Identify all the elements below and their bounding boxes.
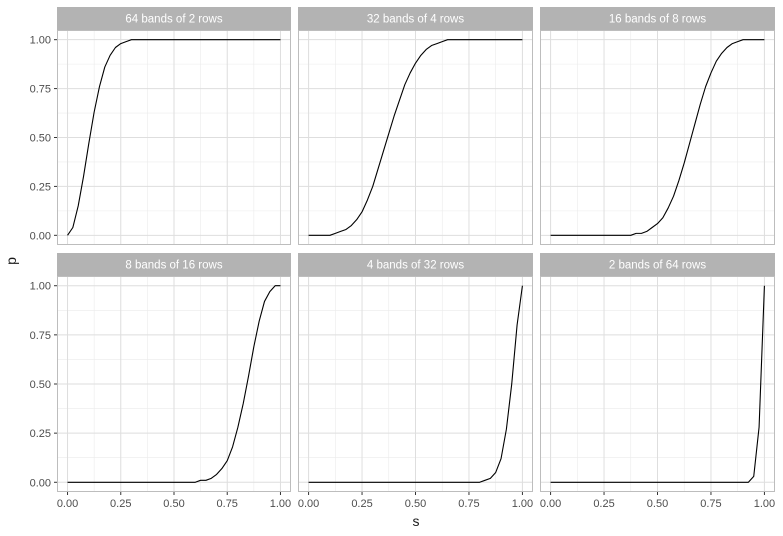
facet-panel: 32 bands of 4 rows <box>298 7 533 245</box>
x-tick-label: 0.00 <box>540 498 561 510</box>
facet-strip <box>57 7 291 30</box>
x-tick-label: 0.75 <box>217 498 238 510</box>
panel-border <box>57 30 291 245</box>
y-tick-label: 0.00 <box>30 230 51 242</box>
panel-border <box>540 276 775 492</box>
facet-strip-label: 2 bands of 64 rows <box>609 260 706 272</box>
y-tick-label: 0.25 <box>30 428 51 440</box>
facet-strip-label: 64 bands of 2 rows <box>125 14 222 26</box>
x-tick-label: 0.75 <box>700 498 721 510</box>
y-tick-label: 0.50 <box>30 133 51 145</box>
series-line <box>308 285 523 483</box>
facet-strip <box>298 7 533 30</box>
facet-strip <box>540 253 775 276</box>
panel-border <box>298 276 533 492</box>
x-tick-label: 1.00 <box>270 498 291 510</box>
y-tick-label: 0.00 <box>30 477 51 489</box>
series-line <box>550 285 765 483</box>
x-tick-label: 0.50 <box>163 498 184 510</box>
x-tick-label: 0.00 <box>57 498 78 510</box>
facet-strip-label: 32 bands of 4 rows <box>367 14 464 26</box>
y-tick-label: 0.75 <box>30 330 51 342</box>
facet-strip <box>298 253 533 276</box>
facet-panel: 2 bands of 64 rows 0.00 0.25 0.50 0.75 1.00 <box>540 253 775 510</box>
x-tick-label: 0.25 <box>110 498 131 510</box>
x-tick-label: 0.25 <box>593 498 614 510</box>
facet-panel: 4 bands of 32 rows 0.00 0.25 0.50 0.75 1.00 <box>298 253 533 510</box>
x-axis-title: s <box>413 513 420 529</box>
series-line <box>550 39 765 236</box>
facet-strip-label: 8 bands of 16 rows <box>125 260 222 272</box>
facet-panel: 16 bands of 8 rows <box>540 7 775 245</box>
x-tick-label: 0.50 <box>405 498 426 510</box>
x-tick-label: 0.50 <box>647 498 668 510</box>
x-tick-label: 0.00 <box>298 498 319 510</box>
y-tick-label: 1.00 <box>30 281 51 293</box>
x-tick-label: 1.00 <box>754 498 775 510</box>
panels-layer: 64 bands of 2 rows 0.00 0.25 0.50 0.75 1.00 32… <box>30 7 775 510</box>
facet-panel: 64 bands of 2 rows 0.00 0.25 0.50 0.75 1.00 <box>30 7 291 245</box>
panel-border <box>57 276 291 492</box>
facet-panel: 8 bands of 16 rows 0.00 0.25 0.50 0.75 1.00 0.… <box>30 253 291 510</box>
x-tick-label: 0.25 <box>351 498 372 510</box>
facet-strip <box>57 253 291 276</box>
facet-strip-label: 16 bands of 8 rows <box>609 14 706 26</box>
facet-strip-label: 4 bands of 32 rows <box>367 260 464 272</box>
y-axis-title: p <box>3 257 19 265</box>
x-tick-label: 1.00 <box>512 498 533 510</box>
panel-border <box>540 30 775 245</box>
series-line <box>308 39 523 236</box>
y-tick-label: 1.00 <box>30 35 51 47</box>
series-line <box>67 39 281 236</box>
y-tick-label: 0.75 <box>30 84 51 96</box>
x-tick-label: 0.75 <box>458 498 479 510</box>
y-tick-label: 0.25 <box>30 181 51 193</box>
y-tick-label: 0.50 <box>30 379 51 391</box>
series-line <box>67 285 281 483</box>
facet-strip <box>540 7 775 30</box>
panel-border <box>298 30 533 245</box>
